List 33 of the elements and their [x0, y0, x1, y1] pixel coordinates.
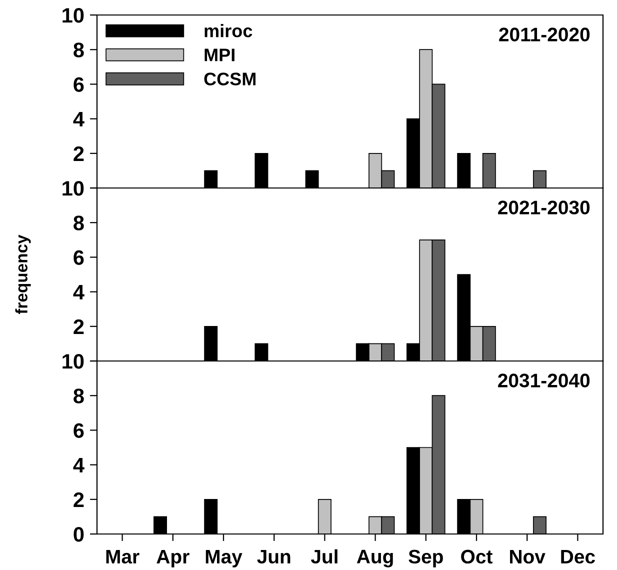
y-tick-label: 10: [62, 181, 84, 196]
text: 2031-2040: [498, 374, 590, 388]
legend-label: CCSM: [204, 72, 256, 86]
y-tick-label: 8: [74, 216, 84, 230]
y-axis-title: frequency: [15, 234, 31, 314]
legend-label: miroc: [204, 24, 252, 38]
x-tick-label: Oct: [461, 550, 492, 564]
x-tick-label: Sep: [408, 550, 443, 568]
legend-label: MPI: [204, 48, 234, 62]
y-tick-label: 4: [73, 112, 84, 126]
y-tick-label: 4: [73, 285, 84, 300]
y-tick-label: 6: [74, 423, 84, 438]
x-tick-label: May: [206, 550, 242, 568]
x-tick-label: Dec: [561, 550, 595, 564]
y-tick-label: 2: [74, 319, 84, 334]
y-tick-label: 6: [74, 77, 84, 92]
y-tick-label: 10: [62, 354, 84, 369]
y-tick-label: 0: [74, 527, 84, 542]
y-tick-label: 10: [62, 8, 84, 23]
x-tick-label: Apr: [156, 550, 190, 568]
y-tick-label: 2: [74, 492, 84, 507]
x-tick-label: Mar: [106, 550, 140, 564]
x-tick-label: Jul: [310, 549, 338, 564]
y-tick-label: 2: [74, 146, 84, 161]
x-tick-label: Aug: [356, 550, 393, 568]
y-tick-label: 8: [74, 42, 84, 58]
text: 2021-2030: [498, 200, 590, 214]
y-tick-label: 8: [74, 388, 84, 404]
y-tick-label: 6: [74, 250, 84, 265]
x-tick-label: Nov: [510, 550, 546, 564]
x-tick-label: Jun: [257, 550, 290, 564]
text: 2011-2020: [499, 28, 590, 42]
y-tick-label: 4: [73, 458, 84, 472]
